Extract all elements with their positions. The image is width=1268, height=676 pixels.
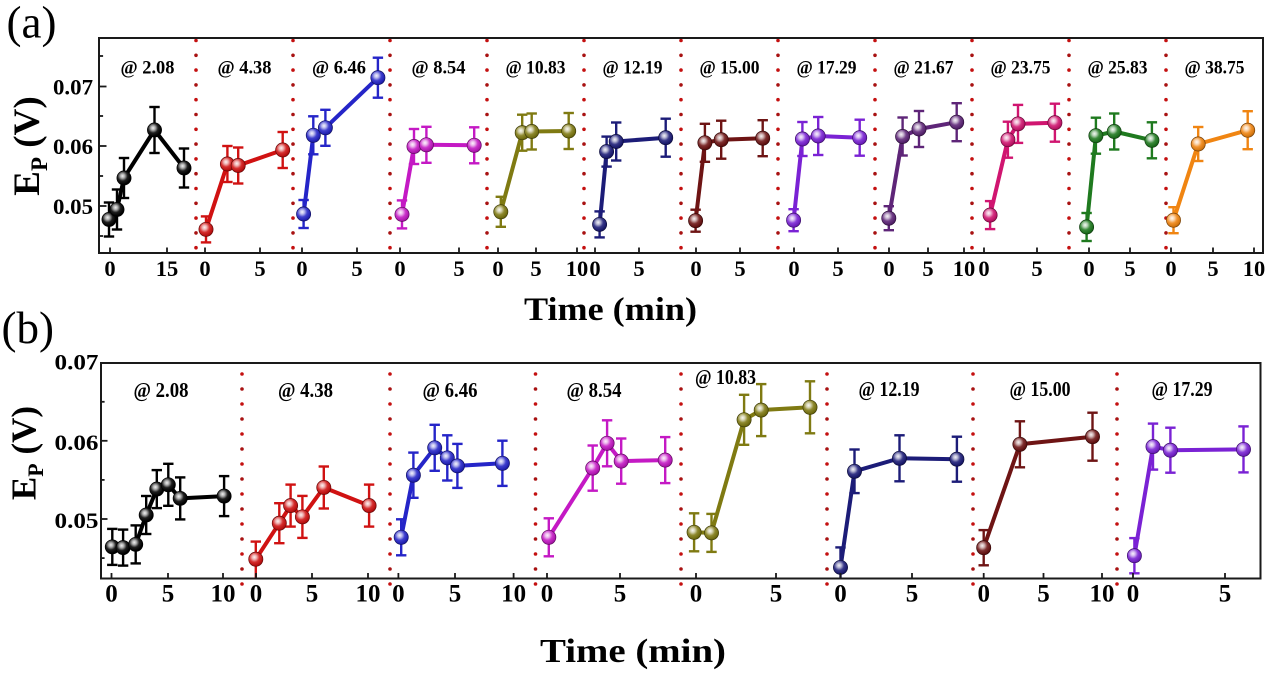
svg-text:5: 5 — [530, 256, 541, 281]
svg-text:EP (V): EP (V) — [7, 96, 52, 195]
svg-text:@ 10.83: @ 10.83 — [506, 58, 566, 79]
svg-text:@ 6.46: @ 6.46 — [423, 378, 478, 402]
svg-text:5: 5 — [770, 581, 783, 608]
svg-text:@ 12.19: @ 12.19 — [859, 377, 920, 401]
svg-text:EP (V): EP (V) — [5, 406, 49, 500]
svg-text:@ 12.19: @ 12.19 — [603, 58, 663, 79]
svg-text:0.05: 0.05 — [55, 508, 99, 533]
svg-text:0: 0 — [977, 581, 990, 608]
svg-text:Time (min): Time (min) — [524, 292, 697, 328]
svg-text:@ 38.75: @ 38.75 — [1185, 58, 1245, 79]
svg-text:Time (min): Time (min) — [540, 633, 726, 670]
svg-text:0: 0 — [199, 256, 210, 281]
svg-text:@ 17.29: @ 17.29 — [1152, 377, 1213, 401]
svg-text:0: 0 — [1083, 256, 1094, 281]
svg-text:@ 8.54: @ 8.54 — [412, 58, 466, 79]
svg-text:0.06: 0.06 — [53, 134, 93, 159]
svg-text:10: 10 — [501, 581, 526, 608]
svg-text:5: 5 — [832, 256, 843, 281]
svg-text:0: 0 — [690, 581, 703, 608]
svg-text:@ 2.08: @ 2.08 — [121, 58, 175, 79]
svg-text:@ 8.54: @ 8.54 — [567, 378, 622, 402]
svg-text:5: 5 — [1037, 581, 1050, 608]
svg-text:0: 0 — [541, 581, 554, 608]
svg-text:0: 0 — [296, 256, 307, 281]
svg-text:5: 5 — [351, 256, 362, 281]
svg-text:@ 4.38: @ 4.38 — [218, 58, 272, 79]
svg-text:0: 0 — [392, 581, 405, 608]
svg-text:0: 0 — [1165, 256, 1176, 281]
svg-text:@ 15.00: @ 15.00 — [1010, 377, 1071, 401]
svg-text:@ 17.29: @ 17.29 — [797, 58, 857, 79]
svg-text:10: 10 — [566, 256, 589, 281]
svg-text:5: 5 — [1207, 256, 1218, 281]
svg-text:5: 5 — [922, 256, 933, 281]
svg-text:@ 10.83: @ 10.83 — [695, 365, 756, 389]
svg-text:0: 0 — [690, 256, 701, 281]
svg-text:0: 0 — [788, 256, 799, 281]
svg-text:10: 10 — [953, 256, 976, 281]
svg-text:0: 0 — [978, 256, 989, 281]
svg-text:@ 2.08: @ 2.08 — [134, 378, 189, 402]
svg-text:5: 5 — [162, 581, 175, 608]
svg-text:5: 5 — [734, 256, 745, 281]
svg-text:0: 0 — [105, 581, 118, 608]
svg-text:5: 5 — [453, 256, 464, 281]
svg-text:5: 5 — [906, 581, 919, 608]
svg-text:@ 21.67: @ 21.67 — [894, 58, 954, 79]
svg-text:10: 10 — [211, 581, 236, 608]
svg-text:5: 5 — [614, 581, 627, 608]
svg-text:0: 0 — [492, 256, 503, 281]
svg-text:@ 25.83: @ 25.83 — [1088, 58, 1148, 79]
svg-text:15: 15 — [156, 256, 179, 281]
svg-text:0: 0 — [589, 256, 600, 281]
svg-text:5: 5 — [633, 256, 644, 281]
svg-text:5: 5 — [1031, 256, 1042, 281]
svg-text:(b): (b) — [2, 303, 54, 353]
svg-text:0: 0 — [394, 256, 405, 281]
svg-text:10: 10 — [1090, 581, 1115, 608]
svg-text:@ 23.75: @ 23.75 — [991, 58, 1051, 79]
svg-text:5: 5 — [254, 256, 265, 281]
svg-text:@ 6.46: @ 6.46 — [312, 58, 366, 79]
svg-text:0.07: 0.07 — [53, 75, 93, 100]
svg-text:5: 5 — [449, 581, 462, 608]
svg-text:0: 0 — [1127, 581, 1140, 608]
svg-text:5: 5 — [1124, 256, 1135, 281]
svg-text:@ 15.00: @ 15.00 — [700, 58, 760, 79]
svg-text:@ 4.38: @ 4.38 — [278, 378, 333, 402]
svg-text:5: 5 — [306, 581, 319, 608]
svg-text:10: 10 — [356, 581, 381, 608]
svg-text:0: 0 — [834, 581, 847, 608]
svg-text:5: 5 — [1219, 581, 1232, 608]
svg-text:0: 0 — [104, 256, 115, 281]
svg-text:0.06: 0.06 — [55, 430, 99, 455]
svg-text:(a): (a) — [7, 0, 57, 48]
svg-text:0.05: 0.05 — [53, 194, 93, 219]
svg-text:10: 10 — [1243, 256, 1266, 281]
svg-text:0: 0 — [883, 256, 894, 281]
svg-text:0: 0 — [250, 581, 263, 608]
svg-text:0.07: 0.07 — [55, 349, 99, 374]
